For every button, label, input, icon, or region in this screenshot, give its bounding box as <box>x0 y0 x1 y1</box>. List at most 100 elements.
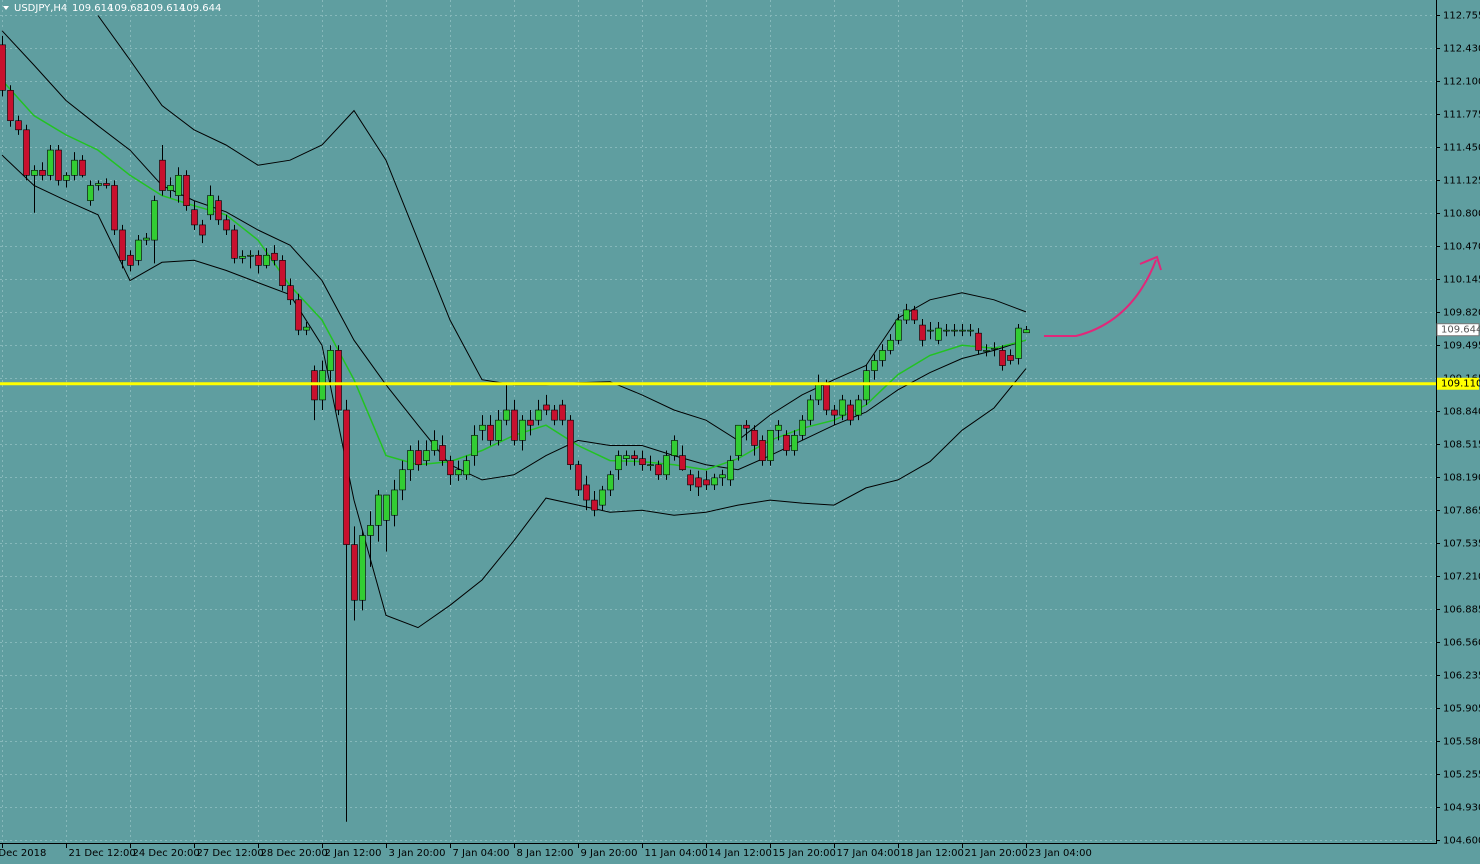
candle-body <box>615 455 622 471</box>
x-tick-label: 11 Jan 04:00 <box>645 848 708 859</box>
y-tick-label: 105.580 <box>1443 737 1480 748</box>
candle-body <box>359 535 366 601</box>
candle-body <box>583 484 590 501</box>
candle-body <box>927 329 934 332</box>
candle-body <box>79 159 86 176</box>
x-tick-label: 18 Jan 12:00 <box>901 848 964 859</box>
candle-body <box>231 229 238 259</box>
candle-body <box>663 455 670 476</box>
y-tick-label: 111.775 <box>1443 110 1480 121</box>
candle-body <box>847 404 854 421</box>
arrow-head <box>1139 255 1162 271</box>
candle-body <box>439 445 446 461</box>
candle-body <box>175 175 182 196</box>
y-tick-label: 112.430 <box>1443 44 1480 55</box>
candle-body <box>783 435 790 451</box>
x-tick-label: 21 Jan 20:00 <box>965 848 1028 859</box>
y-tick-label: 110.145 <box>1443 275 1480 286</box>
candle-body <box>327 350 334 371</box>
candle-body <box>551 409 558 421</box>
candle-body <box>567 419 574 465</box>
candle-body <box>255 254 262 266</box>
candle-body <box>95 183 102 186</box>
candle-body <box>119 229 126 261</box>
candle-body <box>215 200 222 221</box>
candle-body <box>519 419 526 441</box>
candle-body <box>759 440 766 461</box>
candle-body <box>967 329 974 332</box>
candle-body <box>527 419 534 426</box>
candle-body <box>351 544 358 601</box>
axes: 112.755 112.430 112.100 111.775 111.450 111.1… <box>0 11 1480 860</box>
candle-body <box>919 324 926 341</box>
candle-body <box>431 440 438 451</box>
candle-body <box>455 469 462 476</box>
candle-body <box>975 332 982 351</box>
candle-body <box>503 409 510 421</box>
ohlc-low: 109.614 <box>144 3 185 14</box>
candle-body <box>303 326 310 331</box>
candle-body <box>991 348 998 350</box>
x-tick-label: 15 Jan 20:00 <box>773 848 836 859</box>
candle-body <box>375 494 382 526</box>
candle-body <box>559 404 566 421</box>
candle-body <box>479 424 486 431</box>
candle-body <box>71 159 78 176</box>
candle-body <box>471 435 478 456</box>
candle-body <box>207 195 214 216</box>
candle-body <box>631 455 638 459</box>
candle-body <box>463 460 470 476</box>
level-tag-label: 109.110 <box>1441 379 1480 390</box>
candle-body <box>751 429 758 446</box>
candle-body <box>999 350 1006 366</box>
candle-body <box>647 464 654 466</box>
candle-body <box>791 435 798 451</box>
candle-body <box>511 409 518 441</box>
x-tick-label: 23 Jan 04:00 <box>1029 848 1092 859</box>
candle-body <box>55 149 62 181</box>
candle-body <box>1023 329 1030 334</box>
candle-body <box>871 360 878 371</box>
candle-body <box>367 525 374 536</box>
candle-body <box>839 399 846 416</box>
candle-body <box>487 424 494 441</box>
y-tick-label: 104.600 <box>1443 836 1480 847</box>
candle-body <box>879 350 886 361</box>
candle-body <box>1007 355 1014 361</box>
candle-body <box>143 237 150 241</box>
arrow-shaft <box>1044 259 1157 337</box>
candle-body <box>855 399 862 416</box>
ohlc-open: 109.614 <box>72 3 113 14</box>
candle-body <box>127 254 134 266</box>
hand-drawn-arrow <box>1044 255 1162 337</box>
candle-body <box>775 424 782 431</box>
y-tick-label: 110.800 <box>1443 209 1480 220</box>
y-tick-label: 105.905 <box>1443 704 1480 715</box>
candle-body <box>39 169 46 176</box>
x-tick-label: 24 Dec 20:00 <box>133 848 200 859</box>
candle-body <box>983 350 990 352</box>
x-tick-label: 27 Dec 12:00 <box>197 848 264 859</box>
symbol-title: USDJPY,H4 <box>14 3 67 14</box>
candle-body <box>87 185 94 201</box>
x-tick-label: 20 Dec 2018 <box>0 848 46 859</box>
candle-body <box>799 419 806 436</box>
last-price-tag <box>1436 323 1480 337</box>
candle-body <box>7 90 14 122</box>
x-tick-label: 9 Jan 20:00 <box>581 848 638 859</box>
x-tick-label: 3 Jan 20:00 <box>389 848 446 859</box>
candle-body <box>711 477 718 486</box>
menu-triangle[interactable] <box>3 6 9 10</box>
candle-body <box>887 339 894 351</box>
y-tick-label: 109.495 <box>1443 341 1480 352</box>
candle-body <box>903 309 910 321</box>
indicator-line <box>1 154 1027 629</box>
candle-body <box>343 409 350 545</box>
candle-body <box>31 169 38 176</box>
y-tick-label: 107.210 <box>1443 572 1480 583</box>
candle-body <box>575 464 582 491</box>
candle-body <box>407 450 414 471</box>
y-tick-label: 111.450 <box>1443 143 1480 154</box>
candle-body <box>719 474 726 479</box>
